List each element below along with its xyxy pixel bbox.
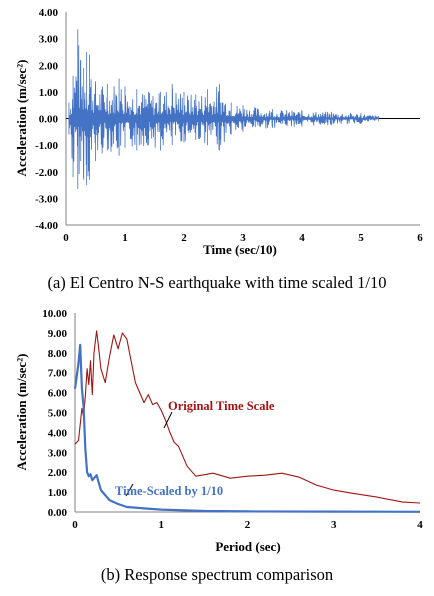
chart-a-y-tick-label: 0.00 xyxy=(39,114,59,126)
chart-a-x-tick-label: 4 xyxy=(299,232,305,244)
series-original-label: Original Time Scale xyxy=(168,399,275,413)
chart-b-y-tick-label: 7.00 xyxy=(48,368,68,380)
chart-a-y-tick-label: -4.00 xyxy=(35,220,58,232)
chart-b-x-tick-label: 4 xyxy=(417,519,423,531)
chart-b-series-original-line xyxy=(74,330,421,504)
chart-a-y-axis-title: Acceleration (m/sec²) xyxy=(14,60,29,177)
chart-a-x-tick-label: 3 xyxy=(240,232,246,244)
chart-b-x-axis-title: Period (sec) xyxy=(215,539,280,554)
chart-b-y-axis-title: Acceleration (m/sec²) xyxy=(14,354,29,471)
chart-a-series-line xyxy=(68,45,379,178)
chart-b-y-tick-label: 4.00 xyxy=(48,427,68,439)
series-original-callout-line xyxy=(163,411,173,429)
chart-a-y-tick-label: 3.00 xyxy=(39,34,59,46)
chart-a: -4.00 -3.00 -2.00 -1.00 0.00 1.00 2.00 3.00 4.00… xyxy=(14,7,423,292)
chart-a-y-tick-label: -1.00 xyxy=(35,140,58,152)
chart-b-y-tick-label: 9.00 xyxy=(48,328,68,340)
chart-a-x-tick-label: 1 xyxy=(122,232,128,244)
chart-b-x-tick-label: 3 xyxy=(331,519,337,531)
chart-a-x-tick-label: 0 xyxy=(63,232,69,244)
chart-b-y-tick-label: 6.00 xyxy=(48,388,68,400)
chart-a-y-tick-label: 4.00 xyxy=(39,7,59,19)
chart-b-y-tick-label: 8.00 xyxy=(48,348,68,360)
chart-b-y-tick-label: 3.00 xyxy=(48,447,68,459)
chart-b-y-tick-label: 1.00 xyxy=(48,487,68,499)
chart-a-x-tick-label: 2 xyxy=(181,232,187,244)
chart-b-caption: (b) Response spectrum comparison xyxy=(101,565,333,584)
chart-b-x-tick-label: 1 xyxy=(159,519,165,531)
chart-a-y-tick-label: 2.00 xyxy=(39,60,59,72)
series-time-scaled-callout-line xyxy=(125,483,134,497)
chart-b-y-tick-label: 0.00 xyxy=(48,507,68,519)
chart-b-x-tick-label: 2 xyxy=(245,519,251,531)
chart-a-x-tick-labels: 0 1 2 3 4 5 6 xyxy=(63,232,423,244)
chart-b: 0.00 1.00 2.00 3.00 4.00 5.00 6.00 7.00 8.00 9.00… xyxy=(14,308,423,584)
chart-b-x-tick-labels: 0 1 2 3 4 xyxy=(72,519,423,531)
chart-a-caption: (a) El Centro N-S earthquake with time s… xyxy=(47,273,386,292)
chart-b-x-tick-label: 0 xyxy=(72,519,78,531)
chart-b-y-tick-label: 5.00 xyxy=(48,408,68,420)
chart-a-x-tick-label: 5 xyxy=(358,232,364,244)
chart-a-y-tick-label: 1.00 xyxy=(39,87,59,99)
chart-a-y-tick-label: -2.00 xyxy=(35,167,58,179)
chart-a-y-tick-label: -3.00 xyxy=(35,193,58,205)
chart-a-y-tick-labels: -4.00 -3.00 -2.00 -1.00 0.00 1.00 2.00 3.00 4.00 xyxy=(35,7,58,232)
chart-a-trace xyxy=(68,29,380,190)
chart-a-x-axis-title: Time (sec/10) xyxy=(203,242,277,257)
series-time-scaled-label: Time-Scaled by 1/10 xyxy=(115,484,223,498)
chart-a-x-tick-label: 6 xyxy=(417,232,423,244)
chart-b-y-tick-label: 10.00 xyxy=(42,308,67,320)
chart-b-y-tick-labels: 0.00 1.00 2.00 3.00 4.00 5.00 6.00 7.00 8.00 9.00… xyxy=(42,308,67,519)
chart-b-series-time-scaled-line xyxy=(73,343,421,513)
chart-b-series xyxy=(73,330,421,513)
chart-b-y-tick-label: 2.00 xyxy=(48,467,68,479)
